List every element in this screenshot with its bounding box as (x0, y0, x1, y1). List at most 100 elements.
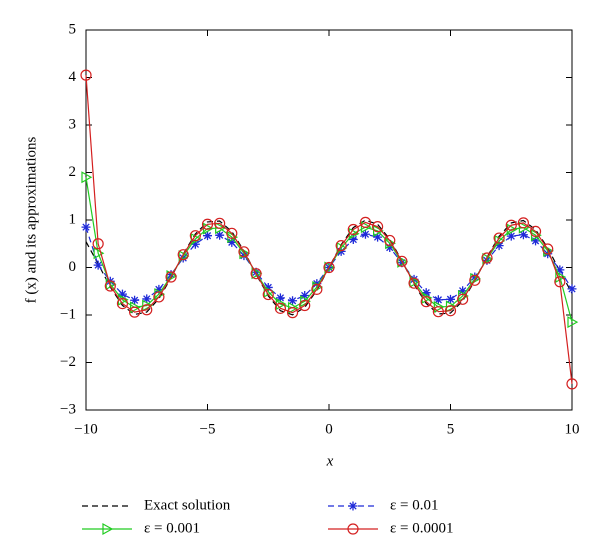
marker (288, 296, 298, 306)
legend-label: ε = 0.01 (390, 497, 439, 513)
marker (275, 293, 285, 303)
marker (215, 222, 226, 235)
marker (347, 223, 359, 236)
marker (166, 270, 176, 280)
marker (385, 243, 395, 253)
x-tick-label: −5 (200, 421, 216, 437)
y-tick-label: −2 (60, 354, 76, 370)
marker (470, 272, 482, 285)
marker (286, 307, 299, 319)
marker (142, 299, 153, 312)
marker (93, 247, 105, 260)
marker (189, 230, 201, 242)
marker (263, 282, 273, 292)
x-tick-label: 10 (565, 421, 580, 437)
marker (531, 236, 541, 246)
marker (323, 261, 335, 274)
marker (93, 260, 103, 270)
marker (359, 216, 372, 228)
legend-label: ε = 0.0001 (390, 520, 454, 536)
marker (190, 239, 200, 249)
marker (444, 305, 457, 317)
x-tick-label: −10 (74, 421, 97, 437)
marker (324, 261, 336, 274)
marker (542, 243, 554, 255)
marker (300, 295, 311, 308)
marker (104, 280, 116, 292)
marker (518, 221, 530, 234)
marker (262, 288, 274, 301)
x-axis-label: x (326, 453, 334, 469)
marker (517, 217, 530, 229)
marker (470, 272, 480, 282)
marker (373, 232, 383, 242)
marker (554, 276, 566, 288)
marker (177, 249, 189, 261)
legend-marker (102, 522, 114, 536)
y-tick-label: 3 (69, 116, 77, 132)
marker (446, 294, 455, 304)
marker (505, 219, 517, 231)
marker (506, 231, 516, 241)
marker (201, 218, 214, 230)
marker (335, 240, 347, 252)
marker (494, 241, 504, 251)
marker (116, 298, 129, 310)
marker (250, 268, 262, 280)
marker (274, 302, 286, 314)
marker (214, 217, 226, 229)
marker (141, 304, 153, 316)
marker (420, 296, 432, 308)
marker (92, 238, 104, 250)
marker (373, 224, 384, 237)
marker (433, 295, 443, 305)
marker (360, 229, 370, 239)
marker (203, 231, 212, 241)
marker (481, 252, 493, 264)
marker (300, 291, 310, 301)
marker (432, 306, 444, 318)
x-tick-label: 0 (325, 421, 333, 437)
marker (81, 222, 91, 232)
marker (566, 378, 578, 390)
marker (81, 171, 93, 184)
marker (493, 232, 505, 244)
marker (372, 221, 384, 233)
marker (239, 247, 251, 260)
plot-frame (85, 29, 573, 411)
marker (433, 300, 445, 313)
legend-label: Exact solution (144, 497, 231, 513)
y-tick-label: 5 (69, 21, 77, 37)
marker (482, 255, 492, 265)
marker (567, 316, 579, 329)
y-tick-label: −1 (60, 306, 76, 322)
marker (457, 293, 469, 305)
marker (384, 234, 396, 247)
marker (154, 284, 164, 294)
marker (555, 270, 567, 284)
legend-label: ε = 0.001 (144, 520, 200, 536)
marker (287, 301, 299, 314)
marker (153, 291, 165, 303)
marker (360, 221, 372, 234)
y-tick-label: 1 (69, 211, 77, 227)
y-tick-label: −3 (60, 401, 76, 417)
marker (555, 265, 565, 275)
x-tick-label: 5 (447, 421, 455, 437)
marker (215, 230, 225, 240)
marker (226, 227, 238, 239)
marker (445, 300, 457, 313)
marker (178, 253, 188, 263)
marker (129, 306, 141, 318)
marker (518, 230, 528, 240)
y-tick-label: 4 (69, 69, 77, 85)
marker (311, 283, 323, 295)
marker (458, 286, 468, 296)
marker (80, 69, 92, 81)
y-tick-label: 2 (69, 164, 77, 180)
marker (408, 277, 420, 289)
marker (130, 301, 141, 314)
y-axis-label: f (x) and its approximations (23, 137, 39, 304)
marker (130, 295, 140, 305)
